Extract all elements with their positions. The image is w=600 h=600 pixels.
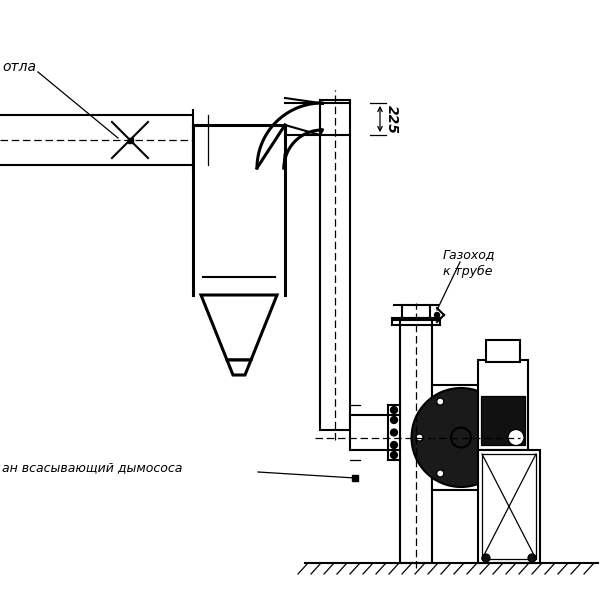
Text: 225: 225 <box>385 104 399 133</box>
Circle shape <box>478 398 485 405</box>
Circle shape <box>416 434 423 441</box>
Text: ан всасывающий дымососа: ан всасывающий дымососа <box>2 461 182 475</box>
Circle shape <box>528 554 536 562</box>
Bar <box>482 454 536 559</box>
Circle shape <box>412 388 511 487</box>
Circle shape <box>391 451 398 458</box>
Bar <box>478 360 528 450</box>
Circle shape <box>437 398 444 405</box>
Circle shape <box>391 442 398 449</box>
Bar <box>400 318 432 563</box>
Circle shape <box>434 313 439 317</box>
Bar <box>432 385 490 490</box>
Circle shape <box>391 407 398 413</box>
Bar <box>481 395 525 445</box>
Bar <box>486 340 520 362</box>
Text: Газоход
к трубе: Газоход к трубе <box>443 248 496 278</box>
Bar <box>352 475 358 481</box>
Circle shape <box>391 429 398 436</box>
Circle shape <box>482 554 490 562</box>
Bar <box>128 137 133 142</box>
Circle shape <box>508 430 524 445</box>
Circle shape <box>391 416 398 424</box>
Bar <box>350 415 400 450</box>
Circle shape <box>499 434 506 441</box>
Bar <box>320 100 350 430</box>
Text: отла: отла <box>2 60 36 74</box>
Circle shape <box>437 470 444 477</box>
Bar <box>478 450 540 563</box>
Polygon shape <box>227 360 251 375</box>
Circle shape <box>451 427 471 448</box>
Circle shape <box>478 470 485 477</box>
Polygon shape <box>201 295 277 360</box>
